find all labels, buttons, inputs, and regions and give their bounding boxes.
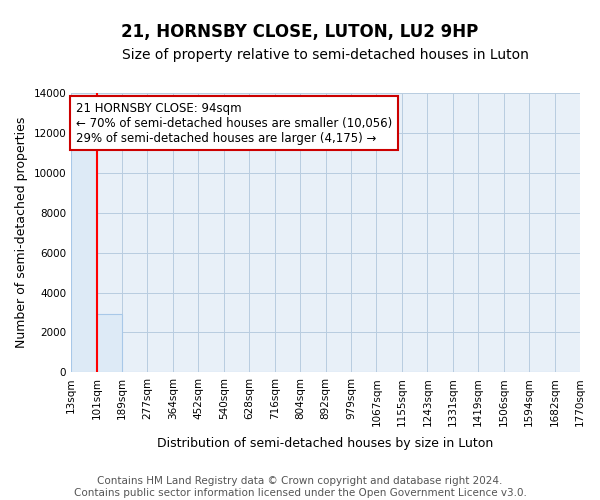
Text: 21 HORNSBY CLOSE: 94sqm
← 70% of semi-detached houses are smaller (10,056)
29% o: 21 HORNSBY CLOSE: 94sqm ← 70% of semi-de… (76, 102, 392, 144)
X-axis label: Distribution of semi-detached houses by size in Luton: Distribution of semi-detached houses by … (157, 437, 494, 450)
Title: Size of property relative to semi-detached houses in Luton: Size of property relative to semi-detach… (122, 48, 529, 62)
Text: 21, HORNSBY CLOSE, LUTON, LU2 9HP: 21, HORNSBY CLOSE, LUTON, LU2 9HP (121, 22, 479, 40)
Bar (71, 143, 97, 372)
Bar (97, 314, 122, 372)
Y-axis label: Number of semi-detached properties: Number of semi-detached properties (15, 117, 28, 348)
Text: Contains HM Land Registry data © Crown copyright and database right 2024.
Contai: Contains HM Land Registry data © Crown c… (74, 476, 526, 498)
